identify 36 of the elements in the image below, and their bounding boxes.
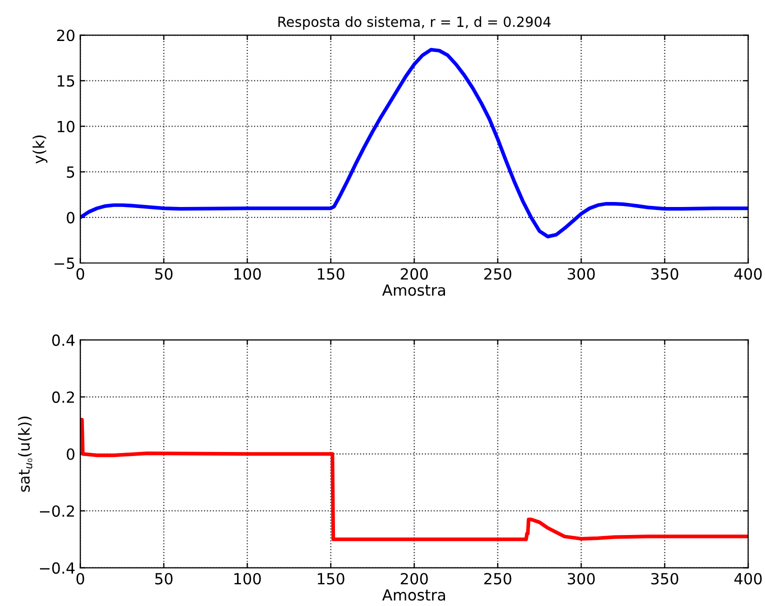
x-tick-label: 250 xyxy=(484,268,512,280)
x-tick-label: 100 xyxy=(234,268,261,280)
y-tick-label: 0.4 xyxy=(52,334,75,346)
x-tick-label: 250 xyxy=(484,572,512,585)
x-tick-label: 400 xyxy=(734,268,762,280)
y-tick-label: −0.2 xyxy=(40,505,74,517)
x-tick-label: 300 xyxy=(568,268,595,280)
y-tick-label: 20 xyxy=(57,30,74,42)
x-tick-label: 150 xyxy=(318,268,344,280)
x-tick-label: 0 xyxy=(76,572,84,585)
x-tick-label: 150 xyxy=(318,572,344,585)
y-tick-label: 15 xyxy=(58,75,74,87)
y-tick-label: 0 xyxy=(66,448,74,460)
y-tick-label: −5 xyxy=(54,258,74,270)
x-tick-label: 200 xyxy=(400,268,428,280)
y-tick-label: 10 xyxy=(58,120,74,132)
x-tick-label: 50 xyxy=(155,268,173,280)
line-series xyxy=(80,48,748,238)
y-tick-label: 0 xyxy=(66,212,74,224)
line-series xyxy=(80,418,748,542)
x-tick-label: 400 xyxy=(734,572,762,585)
y-axis-title: sat$_{u₀}$(u(k)) xyxy=(18,416,32,492)
y-tick-label: 5 xyxy=(66,166,74,178)
x-tick-label: 350 xyxy=(651,572,678,585)
y-tick-label: −0.4 xyxy=(40,562,75,574)
x-axis-title: Amostra xyxy=(382,284,445,296)
chart-title: Resposta do sistema, r = 1, d = 0.2904 xyxy=(278,16,551,30)
y-axis-title: y(k) xyxy=(32,135,48,164)
x-tick-label: 200 xyxy=(400,572,428,585)
x-tick-label: 100 xyxy=(234,572,261,585)
x-tick-label: 300 xyxy=(568,572,595,585)
y-tick-label: 0.2 xyxy=(52,391,74,403)
x-axis-title: Amostra xyxy=(382,589,445,601)
x-tick-label: 0 xyxy=(76,268,84,280)
x-tick-label: 50 xyxy=(155,572,173,585)
x-tick-label: 350 xyxy=(651,268,678,280)
